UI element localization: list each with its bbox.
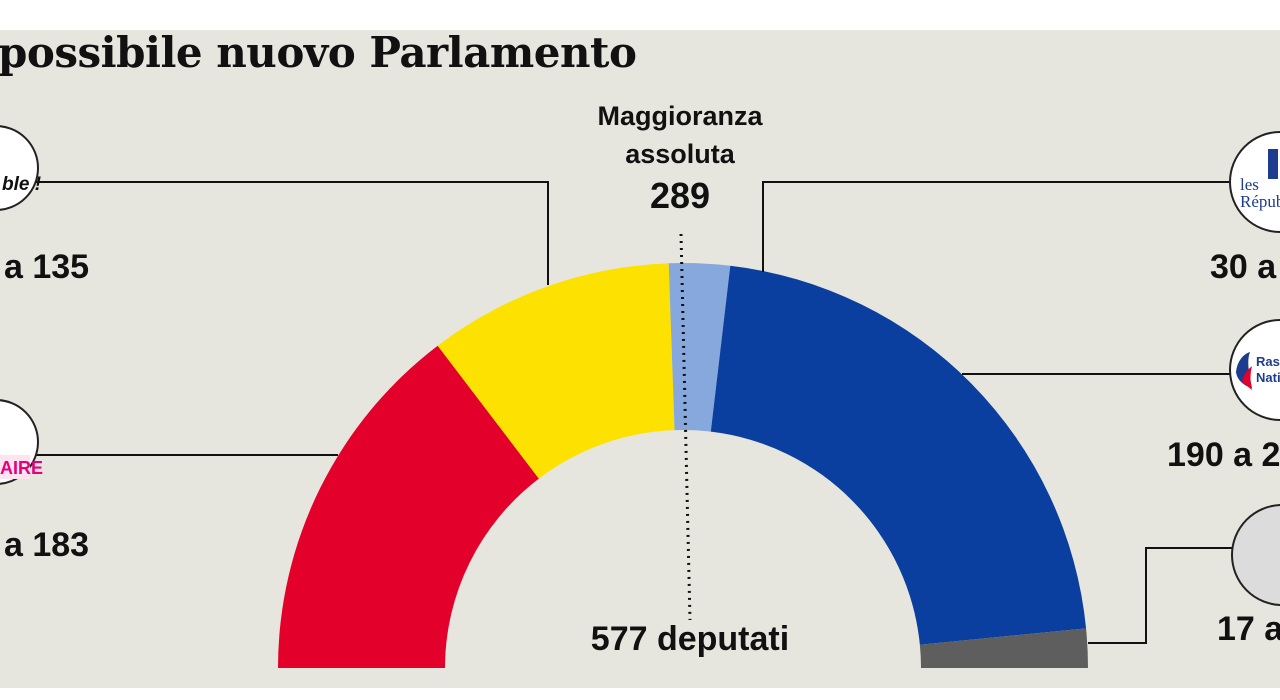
- flame-icon-red: [1242, 366, 1252, 390]
- logo-bottom-right: [1231, 504, 1280, 606]
- connector-line-gray: [1088, 547, 1235, 644]
- logo-text: ble !: [2, 174, 41, 195]
- logo-circle: [1229, 319, 1280, 421]
- total-seats-label: 577 deputati: [591, 620, 789, 658]
- segment-gray: [919, 628, 1089, 668]
- connector-line-yellow: [30, 181, 549, 285]
- segment-yellow: [437, 263, 675, 479]
- logo-circle: [1231, 504, 1280, 606]
- logo-bar: [1268, 149, 1278, 179]
- logo-text: Natio: [1256, 370, 1280, 385]
- logo-text: AIRE: [0, 458, 43, 478]
- majority-label-line1: Maggioranza: [597, 101, 763, 131]
- majority-value: 289: [650, 175, 710, 216]
- range-label-light-blue: 30 a: [1210, 248, 1277, 286]
- majority-dotted-line: [679, 233, 692, 621]
- logo-text: Rass: [1256, 354, 1280, 369]
- seat-segments: [278, 263, 1089, 668]
- logo-text: les: [1240, 175, 1259, 194]
- chart-title: possibile nuovo Parlamento: [0, 28, 637, 77]
- connector-lines: [30, 181, 1235, 644]
- logo-band: [0, 455, 30, 479]
- logo-top-left: ble !: [0, 125, 41, 211]
- range-label-gray: 17 a: [1217, 610, 1280, 648]
- majority-label-line2: assoluta: [625, 139, 736, 169]
- range-label-red: a 183: [4, 526, 89, 564]
- logo-top-right: les Répub: [1229, 131, 1280, 233]
- logo-mid-left: AIRE: [0, 399, 43, 485]
- logo-circle: [1229, 131, 1280, 233]
- range-label-yellow: a 135: [4, 248, 89, 286]
- logo-text: Répub: [1240, 192, 1280, 211]
- logo-circle: [0, 125, 39, 211]
- logo-mid-right: Rass Natio: [1229, 319, 1280, 421]
- connector-line-light-blue: [762, 181, 1235, 272]
- range-label-blue: 190 a 2: [1167, 436, 1280, 474]
- segment-blue: [710, 265, 1087, 645]
- segment-red: [278, 345, 539, 668]
